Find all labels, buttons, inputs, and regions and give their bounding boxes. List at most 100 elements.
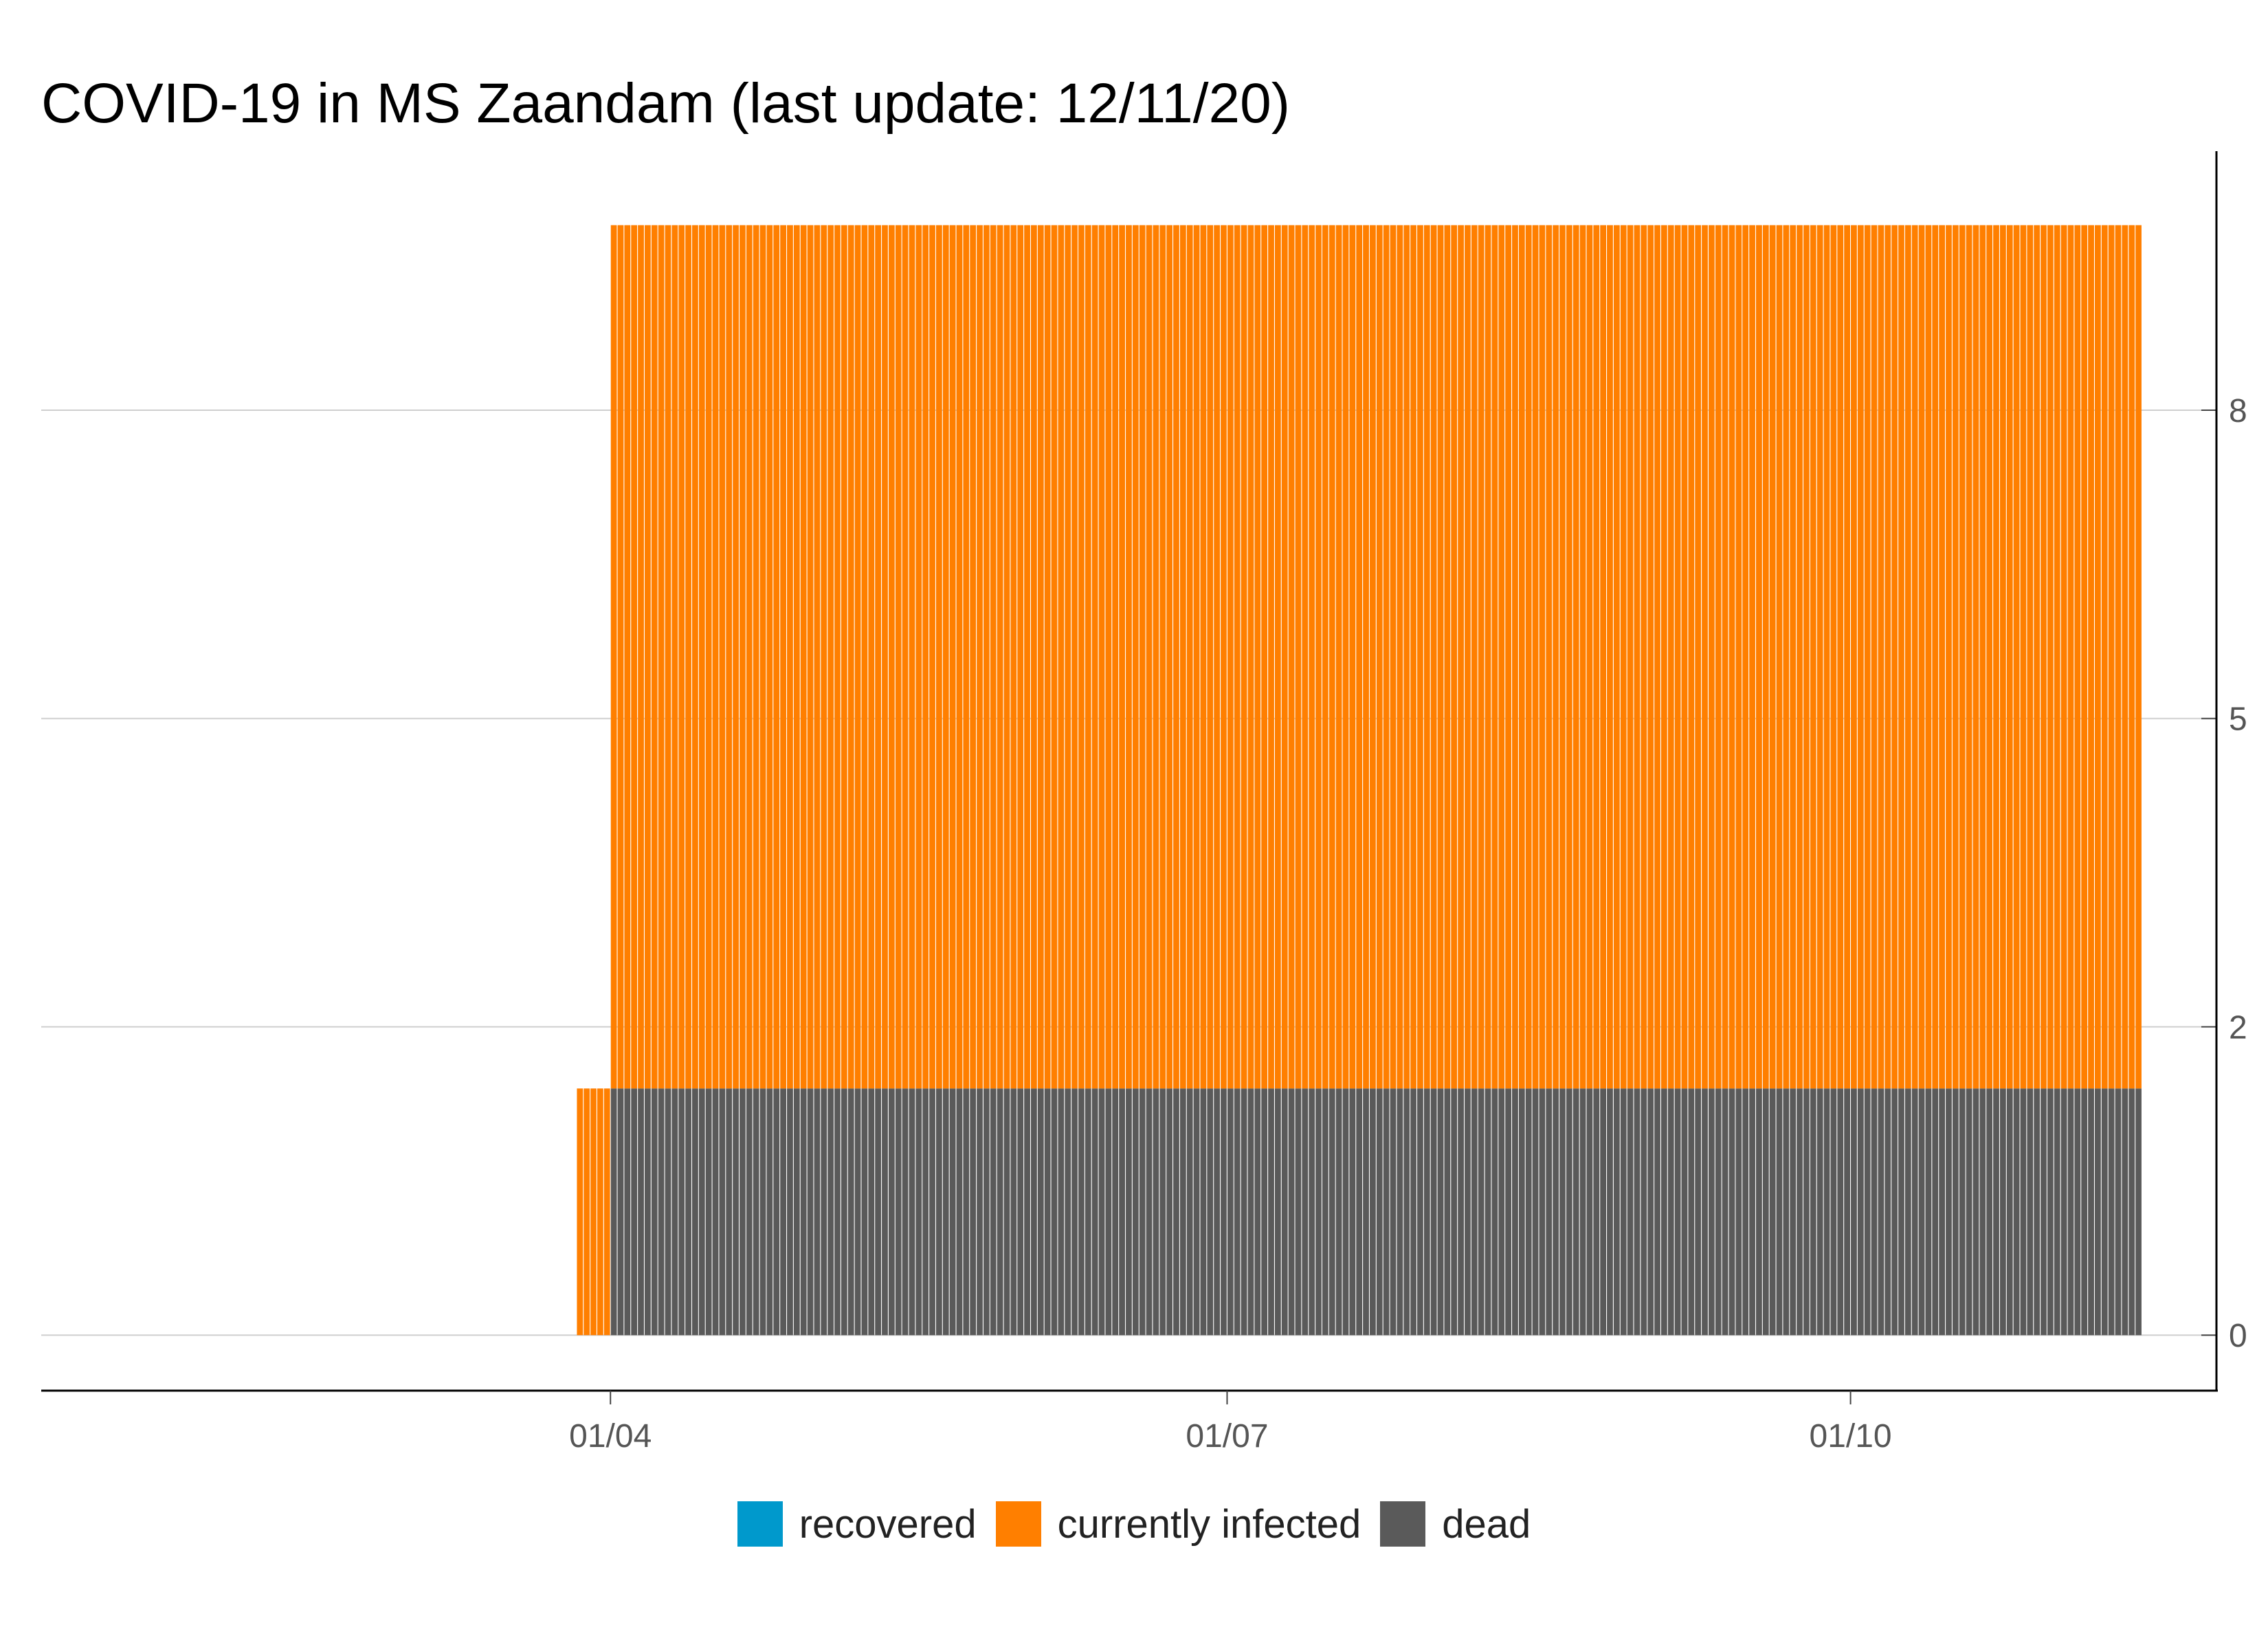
bar-currently-infected	[1634, 225, 1641, 1089]
x-tick-label: 01/04	[569, 1418, 652, 1455]
bar-dead	[1837, 1088, 1844, 1336]
bar-dead	[1044, 1088, 1051, 1336]
bar-dead	[2081, 1088, 2088, 1336]
bar-currently-infected	[1430, 225, 1437, 1089]
bar-currently-infected	[2013, 225, 2020, 1089]
bar-currently-infected	[1397, 225, 1403, 1089]
bar-dead	[1098, 1088, 1105, 1336]
bar-dead	[2034, 1088, 2041, 1336]
bar-dead	[1119, 1088, 1125, 1336]
legend-swatch	[995, 1501, 1041, 1547]
bar-currently-infected	[1437, 225, 1444, 1089]
bar-currently-infected	[1335, 225, 1342, 1089]
bar-currently-infected	[2074, 225, 2081, 1089]
bar-currently-infected	[1579, 225, 1586, 1089]
bar-currently-infected	[895, 225, 902, 1089]
bar-currently-infected	[1505, 225, 1511, 1089]
bar-currently-infected	[956, 225, 963, 1089]
bar-dead	[1410, 1088, 1416, 1336]
y-tick-label: 2	[2229, 1009, 2247, 1046]
bar-dead	[1674, 1088, 1681, 1336]
bar-dead	[1268, 1088, 1274, 1336]
bar-dead	[1681, 1088, 1688, 1336]
y-tick-label: 8	[2229, 393, 2247, 429]
bar-currently-infected	[1681, 225, 1688, 1089]
bar-currently-infected	[712, 225, 719, 1089]
bar-dead	[1132, 1088, 1139, 1336]
bar-currently-infected	[1417, 225, 1423, 1089]
bar-currently-infected	[1607, 225, 1613, 1089]
bar-currently-infected	[854, 225, 861, 1089]
bar-currently-infected	[1539, 225, 1546, 1089]
bar-currently-infected	[1153, 225, 1159, 1089]
bar-dead	[2027, 1088, 2034, 1336]
bar-currently-infected	[1051, 225, 1058, 1089]
bar-dead	[1566, 1088, 1572, 1336]
bar-currently-infected	[922, 225, 929, 1089]
bar-currently-infected	[665, 225, 671, 1089]
legend-item: currently infected	[995, 1501, 1361, 1547]
bar-currently-infected	[1702, 225, 1708, 1089]
bar-currently-infected	[1925, 225, 1932, 1089]
bar-dead	[1864, 1088, 1871, 1336]
bar-currently-infected	[780, 225, 786, 1089]
bar-dead	[1051, 1088, 1058, 1336]
bar-currently-infected	[990, 225, 997, 1089]
bar-currently-infected	[1790, 225, 1797, 1089]
bar-currently-infected	[915, 225, 922, 1089]
bar-dead	[895, 1088, 902, 1336]
bar-currently-infected	[1159, 225, 1166, 1089]
bar-dead	[861, 1088, 868, 1336]
bar-currently-infected	[814, 225, 821, 1089]
bar-dead	[1844, 1088, 1850, 1336]
bar-currently-infected	[970, 225, 977, 1089]
bar-currently-infected	[888, 225, 895, 1089]
bar-currently-infected	[1756, 225, 1762, 1089]
legend-swatch	[737, 1501, 783, 1547]
bar-dead	[1302, 1088, 1309, 1336]
bar-currently-infected	[1403, 225, 1410, 1089]
bar-currently-infected	[1221, 225, 1227, 1089]
bar-dead	[807, 1088, 814, 1336]
bar-dead	[1946, 1088, 1952, 1336]
bar-dead	[1959, 1088, 1966, 1336]
bar-currently-infected	[1478, 225, 1485, 1089]
bar-dead	[1295, 1088, 1302, 1336]
bar-dead	[949, 1088, 956, 1336]
bar-dead	[1709, 1088, 1715, 1336]
bar-currently-infected	[1654, 225, 1660, 1089]
bar-currently-infected	[997, 225, 1003, 1089]
bar-currently-infected	[2027, 225, 2034, 1089]
bar-currently-infected	[1031, 225, 1037, 1089]
bar-dead	[834, 1088, 841, 1336]
bar-dead	[1620, 1088, 1627, 1336]
bar-currently-infected	[1132, 225, 1139, 1089]
bar-currently-infected	[1390, 225, 1397, 1089]
bar-currently-infected	[1939, 225, 1946, 1089]
bar-dead	[1769, 1088, 1776, 1336]
y-tick-label: 0	[2229, 1318, 2247, 1354]
bar-dead	[929, 1088, 935, 1336]
bar-dead	[766, 1088, 773, 1336]
bar-currently-infected	[698, 225, 705, 1089]
bar-currently-infected	[1268, 225, 1274, 1089]
bar-currently-infected	[2047, 225, 2054, 1089]
bar-currently-infected	[1227, 225, 1234, 1089]
bar-dead	[1315, 1088, 1322, 1336]
bar-currently-infected	[1037, 225, 1044, 1089]
bar-currently-infected	[1451, 225, 1458, 1089]
bar-dead	[1993, 1088, 1999, 1336]
bar-dead	[2020, 1088, 2027, 1336]
bar-currently-infected	[1898, 225, 1904, 1089]
bar-currently-infected	[1823, 225, 1830, 1089]
bar-dead	[909, 1088, 915, 1336]
bar-currently-infected	[1695, 225, 1702, 1089]
bar-currently-infected	[875, 225, 882, 1089]
bar-dead	[1878, 1088, 1885, 1336]
bar-dead	[692, 1088, 698, 1336]
bar-dead	[827, 1088, 834, 1336]
bar-dead	[847, 1088, 854, 1336]
bar-dead	[1465, 1088, 1471, 1336]
bar-currently-infected	[2034, 225, 2041, 1089]
bar-dead	[698, 1088, 705, 1336]
